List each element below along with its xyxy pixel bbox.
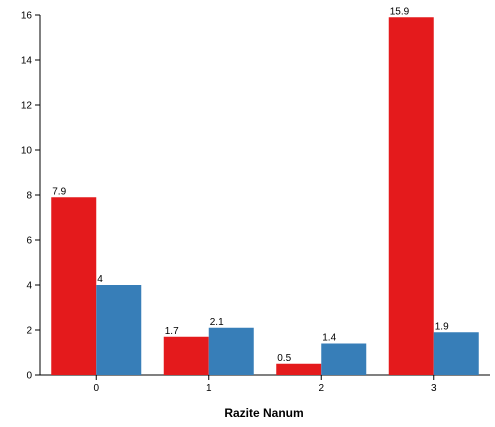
bar-series-1-3	[433, 332, 479, 375]
data-label: 2.1	[210, 317, 224, 328]
x-tick-label: 0	[93, 383, 99, 394]
y-tick-label: 2	[26, 326, 32, 337]
data-labels: 7.9 1.7 0.5 15.9 4 2.1 1.4 1.9	[52, 6, 449, 364]
y-tick-label: 12	[21, 101, 33, 112]
y-tick-label: 6	[26, 236, 32, 247]
bar-series-1-2	[321, 343, 367, 375]
x-axis-title: Razite Nanum	[224, 406, 303, 420]
data-label: 4	[97, 274, 103, 285]
data-label: 1.7	[165, 326, 179, 337]
data-label: 7.9	[52, 186, 66, 197]
bar-series-0-0	[51, 197, 97, 375]
x-axis: 0 1 2 3	[40, 374, 490, 394]
data-label: 1.9	[435, 321, 449, 332]
x-tick-label: 2	[318, 383, 324, 394]
y-tick-label: 8	[26, 191, 32, 202]
y-tick-label: 14	[21, 56, 33, 67]
y-tick-label: 16	[21, 11, 33, 22]
data-label: 1.4	[322, 333, 336, 344]
y-axis: 0 2 4 6 8 10 12 14 16	[21, 11, 41, 382]
y-tick-label: 10	[21, 146, 33, 157]
bars	[51, 17, 479, 375]
bar-series-0-3	[388, 17, 434, 375]
y-tick-label: 0	[26, 371, 32, 382]
bar-series-1-1	[208, 327, 254, 375]
bar-series-1-0	[96, 285, 142, 375]
x-tick-label: 3	[431, 383, 437, 394]
data-label: 0.5	[277, 353, 291, 364]
y-tick-label: 4	[26, 281, 32, 292]
bar-series-0-2	[276, 363, 322, 375]
data-label: 15.9	[390, 6, 410, 17]
bar-series-0-1	[163, 336, 209, 375]
x-tick-label: 1	[206, 383, 212, 394]
